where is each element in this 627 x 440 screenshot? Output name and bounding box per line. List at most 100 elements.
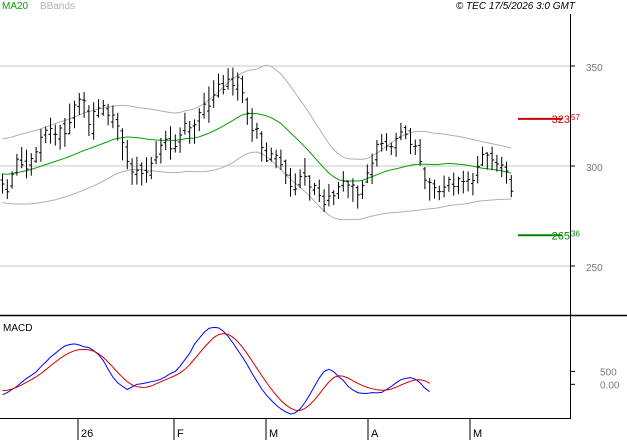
price-bar (278, 149, 283, 170)
price-bar (96, 99, 101, 118)
price-bar (43, 126, 48, 144)
price-bar (384, 133, 389, 151)
price-bar (461, 170, 466, 194)
price-bar (490, 146, 495, 171)
price-bar (125, 140, 130, 170)
macd-panel (2, 326, 430, 415)
date-tick-label: M (473, 428, 482, 440)
price-bar (398, 122, 403, 141)
price-bar (158, 138, 163, 164)
price-bar (446, 176, 451, 192)
price-bar (432, 179, 437, 199)
signal-line (2, 333, 430, 412)
price-bar (413, 139, 418, 155)
price-bar (29, 153, 34, 176)
price-bar (422, 167, 427, 190)
support-level-label: 265 (552, 230, 570, 242)
price-bar (350, 178, 355, 202)
price-bar (173, 134, 178, 153)
price-bar (259, 131, 264, 162)
price-bar (0, 173, 5, 194)
price-bar (91, 102, 96, 140)
price-bar (134, 156, 139, 185)
price-bar (322, 189, 327, 212)
ma20-legend: MA20 (2, 1, 29, 12)
price-bar (221, 75, 226, 95)
price-bar (24, 149, 29, 179)
price-bar (485, 152, 490, 170)
date-tick-label: A (371, 428, 379, 440)
price-bar (154, 141, 159, 165)
price-tick-label: 350 (586, 63, 603, 74)
price-bar (106, 103, 111, 126)
price-bar (442, 175, 447, 198)
date-tick-label: M (269, 428, 278, 440)
price-bar (288, 168, 293, 197)
price-bar (331, 190, 336, 206)
price-bar (264, 142, 269, 162)
price-bar (168, 126, 173, 160)
price-bar (101, 100, 106, 116)
price-bar (245, 97, 250, 125)
date-tick-label: 26 (81, 428, 93, 440)
price-bar (312, 183, 317, 195)
price-bar (10, 171, 15, 189)
price-bar (504, 161, 509, 184)
price-bar (139, 162, 144, 186)
price-bar (163, 130, 168, 151)
price-bar (274, 149, 279, 169)
price-bar (408, 128, 413, 154)
price-bar (34, 147, 39, 163)
price-bar (149, 157, 154, 180)
price-bar (19, 147, 24, 169)
price-tick-label: 250 (586, 263, 603, 274)
price-bar (317, 179, 322, 202)
chart-frame (0, 14, 627, 419)
price-bar (427, 177, 432, 201)
price-bar (115, 112, 120, 141)
bb-lower-line (2, 151, 512, 221)
price-bar (120, 128, 125, 161)
support-level-decimals: 36 (571, 229, 580, 238)
price-bar (206, 86, 211, 123)
price-bar (5, 179, 10, 199)
bbands-legend: BBands (40, 1, 75, 12)
price-bar (326, 184, 331, 207)
price-bar (67, 103, 72, 135)
price-bars (0, 67, 514, 212)
price-bar (86, 105, 91, 136)
axis-ticks: 250 300 350 500 0.00 26 F M A M (77, 63, 620, 440)
price-bar (499, 156, 504, 177)
price-bar (130, 158, 135, 185)
price-bar (298, 169, 303, 188)
price-bar (456, 176, 461, 195)
price-bar (341, 171, 346, 192)
grid-lines (0, 65, 570, 267)
price-bar (403, 125, 408, 140)
price-bar (293, 173, 298, 196)
ma20-line (2, 112, 512, 182)
macd-tick-label: 0.00 (600, 380, 620, 391)
macd-title: MACD (3, 323, 32, 334)
price-bar (235, 72, 240, 101)
price-bar (77, 93, 82, 115)
price-bar (336, 182, 341, 199)
price-bar (365, 164, 370, 183)
price-bar (437, 185, 442, 201)
price-bar (48, 117, 53, 144)
price-bar (58, 124, 63, 150)
price-bar (374, 140, 379, 167)
price-bar (451, 172, 456, 196)
price-bar (355, 185, 360, 209)
price-bar (110, 105, 115, 129)
price-bar (480, 146, 485, 166)
price-bar (202, 92, 207, 119)
price-bar (211, 80, 216, 108)
price-bar (494, 154, 499, 172)
price-bar (226, 68, 231, 90)
bollinger-bands (2, 64, 512, 221)
price-bar (360, 180, 365, 199)
price-bar (192, 119, 197, 144)
price-bar (269, 147, 274, 162)
price-bar (230, 67, 235, 96)
